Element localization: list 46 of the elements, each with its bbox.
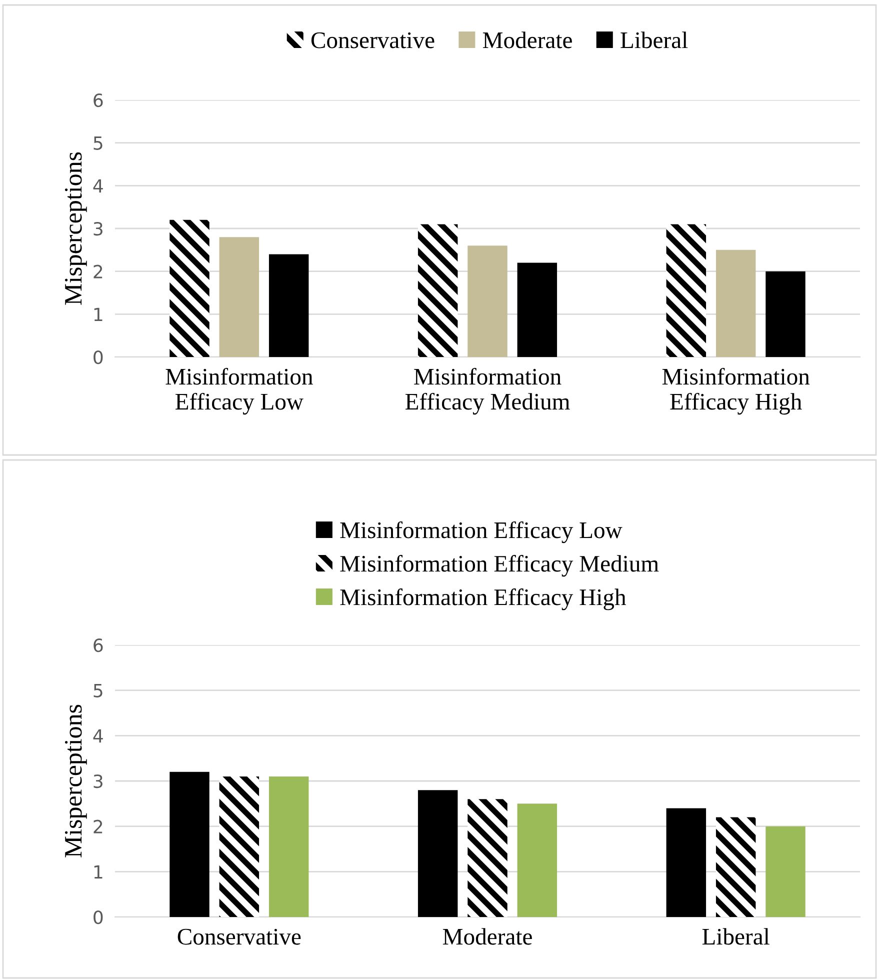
legend-label: Liberal xyxy=(620,32,688,48)
bar xyxy=(517,804,558,917)
y-axis-title: Misperceptions xyxy=(64,152,87,305)
y-tick-label: 2 xyxy=(94,264,102,278)
bar xyxy=(766,826,806,917)
bar xyxy=(219,776,260,917)
y-tick-label: 5 xyxy=(94,684,102,698)
legend-label: Conservative xyxy=(311,32,434,48)
bar xyxy=(219,237,260,357)
bar xyxy=(418,790,458,917)
y-tick-label: 1 xyxy=(94,308,102,322)
legend-label: Misinformation Efficacy High xyxy=(340,588,626,610)
legend-label: Misinformation Efficacy Low xyxy=(340,521,622,544)
y-tick-label: 6 xyxy=(94,638,103,652)
y-tick-label: 5 xyxy=(94,136,102,150)
bar xyxy=(170,772,210,917)
bar xyxy=(766,271,806,357)
y-tick-label: 3 xyxy=(94,222,102,236)
x-tick-label: Moderate xyxy=(442,928,532,945)
y-tick-label: 2 xyxy=(94,820,102,834)
x-tick-label: Misinformation Efficacy Low xyxy=(166,368,313,415)
bar xyxy=(666,224,706,357)
bar xyxy=(716,817,756,917)
bar xyxy=(716,250,756,357)
bar xyxy=(170,220,210,357)
bar xyxy=(468,246,508,357)
y-tick-label: 3 xyxy=(94,774,102,788)
bar xyxy=(418,224,458,357)
bar xyxy=(468,799,508,917)
x-tick-label: Misinformation Efficacy Medium xyxy=(405,368,570,415)
bar xyxy=(666,808,706,917)
y-axis-title: Misperceptions xyxy=(64,704,87,858)
y-tick-label: 6 xyxy=(94,93,103,108)
x-tick-label: Liberal xyxy=(702,928,770,945)
bar xyxy=(268,254,309,357)
legend-label: Misinformation Efficacy Medium xyxy=(340,554,659,577)
y-tick-label: 4 xyxy=(93,729,103,743)
x-tick-label: Misinformation Efficacy High xyxy=(662,368,810,415)
bar xyxy=(268,776,309,917)
x-tick-label: Conservative xyxy=(178,928,301,945)
bar xyxy=(517,262,558,357)
y-tick-label: 0 xyxy=(94,910,103,924)
y-tick-label: 0 xyxy=(94,350,103,364)
y-tick-label: 4 xyxy=(93,179,103,193)
y-tick-label: 1 xyxy=(94,865,102,879)
legend-label: Moderate xyxy=(482,32,572,48)
